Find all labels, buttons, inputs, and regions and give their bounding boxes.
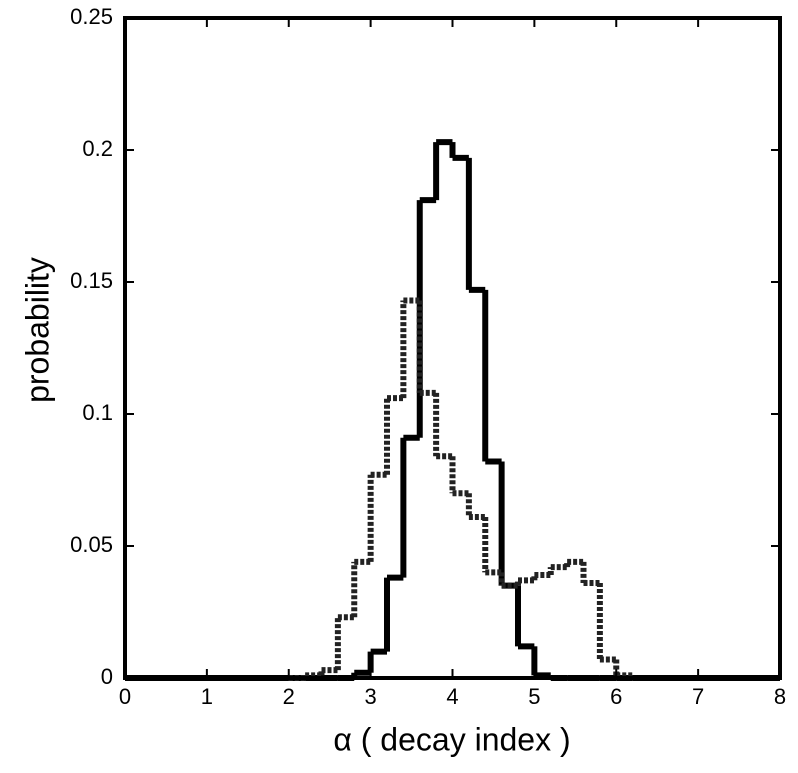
x-tick-label: 0 [119, 684, 131, 709]
x-tick-label: 8 [774, 684, 786, 709]
x-tick-label: 2 [283, 684, 295, 709]
y-tick-label: 0.25 [70, 4, 113, 29]
x-tick-label: 7 [692, 684, 704, 709]
y-tick-label: 0.15 [70, 268, 113, 293]
x-tick-label: 6 [610, 684, 622, 709]
x-tick-label: 1 [201, 684, 213, 709]
y-tick-label: 0 [101, 664, 113, 689]
y-tick-label: 0.2 [82, 136, 113, 161]
x-tick-label: 4 [446, 684, 458, 709]
x-axis-label: α ( decay index ) [333, 721, 570, 757]
y-tick-label: 0.1 [82, 400, 113, 425]
x-tick-label: 5 [528, 684, 540, 709]
y-axis-label: probability [19, 257, 55, 403]
y-tick-label: 0.05 [70, 532, 113, 557]
plot-frame [123, 16, 782, 680]
x-tick-label: 3 [365, 684, 377, 709]
